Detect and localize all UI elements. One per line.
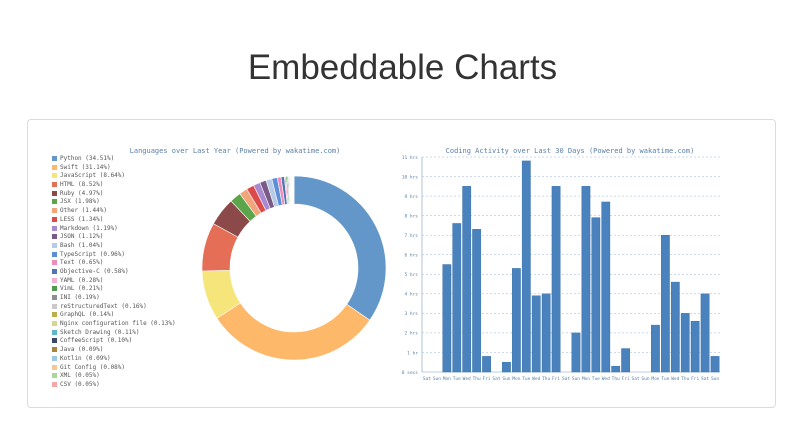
legend-label: Markdown (1.19%) (60, 224, 118, 232)
legend-swatch (52, 260, 57, 266)
legend-item: HTML (8.52%) (52, 181, 176, 190)
legend-swatch (52, 242, 57, 248)
legend-item: Bash (1.04%) (52, 242, 176, 251)
legend-label: HTML (8.52%) (60, 181, 104, 189)
legend-item: CSV (0.05%) (52, 381, 176, 390)
legend-swatch (52, 321, 57, 327)
legend-item: Markdown (1.19%) (52, 225, 176, 234)
languages-chart-title: Languages over Last Year (Powered by wak… (129, 147, 341, 155)
legend-swatch (52, 286, 57, 292)
legend-label: LESS (1.34%) (60, 215, 104, 223)
legend-item: Swift (31.14%) (52, 164, 176, 173)
legend-item: LESS (1.34%) (52, 216, 176, 225)
legend-swatch (52, 355, 57, 361)
legend-item: Java (0.09%) (52, 346, 176, 355)
legend-item: JSX (1.98%) (52, 198, 176, 207)
legend-label: Nginx configuration file (0.13%) (60, 320, 176, 328)
legend-swatch (52, 182, 57, 188)
legend-item: Sketch Drawing (0.11%) (52, 329, 176, 338)
legend-item: Ruby (4.97%) (52, 190, 176, 199)
legend-swatch (52, 225, 57, 231)
legend-label: CSV (0.05%) (60, 380, 100, 388)
legend-swatch (52, 208, 57, 214)
legend-swatch (52, 338, 57, 344)
legend-item: Nginx configuration file (0.13%) (52, 320, 176, 329)
legend-label: GraphQL (0.14%) (60, 311, 115, 319)
legend-label: Python (34.51%) (60, 155, 115, 162)
legend-item: Objective-C (0.58%) (52, 268, 176, 277)
legend-label: Java (0.09%) (60, 346, 104, 354)
activity-chart-title: Coding Activity over Last 30 Days (Power… (445, 147, 695, 155)
legend-swatch (52, 268, 57, 274)
languages-legend: Python (34.51%) Swift (31.14%) JavaScript … (52, 155, 176, 390)
legend-label: Kotlin (0.09%) (60, 354, 111, 362)
legend-swatch (52, 190, 57, 196)
legend-swatch (52, 373, 57, 379)
legend-item: CoffeeScript (0.10%) (52, 337, 176, 346)
legend-item: GraphQL (0.14%) (52, 311, 176, 320)
legend-item: Other (1.44%) (52, 207, 176, 216)
legend-label: CoffeeScript (0.10%) (60, 337, 133, 345)
legend-swatch (52, 216, 57, 222)
legend-swatch (52, 156, 57, 161)
legend-item: Git Config (0.08%) (52, 364, 176, 373)
legend-swatch (52, 347, 57, 353)
legend-swatch (52, 329, 57, 335)
legend-label: Other (1.44%) (60, 207, 107, 215)
legend-label: INI (0.19%) (60, 294, 100, 301)
legend-label: Swift (31.14%) (60, 163, 111, 171)
legend-item: JSON (1.12%) (52, 233, 176, 242)
legend-swatch (52, 312, 57, 318)
legend-label: JSX (1.98%) (60, 198, 100, 206)
legend-swatch (52, 303, 57, 309)
legend-swatch (52, 381, 57, 387)
legend-item: reStructuredText (0.16%) (52, 303, 176, 312)
legend-item: TypeScript (0.96%) (52, 251, 176, 260)
legend-label: reStructuredText (0.16%) (60, 302, 147, 310)
legend-swatch (52, 295, 57, 300)
legend-item: YAML (0.28%) (52, 277, 176, 286)
legend-swatch (52, 164, 57, 170)
legend-label: JavaScript (8.64%) (60, 172, 126, 180)
legend-label: Ruby (4.97%) (60, 189, 104, 197)
legend-label: TypeScript (0.96%) (60, 250, 126, 258)
legend-item: VimL (0.21%) (52, 285, 176, 294)
legend-label: XML (0.05%) (60, 372, 100, 380)
legend-item: Python (34.51%) (52, 155, 176, 164)
legend-label: Git Config (0.08%) (60, 363, 126, 371)
legend-swatch (52, 251, 57, 257)
legend-swatch (52, 199, 57, 205)
legend-label: JSON (1.12%) (60, 233, 104, 241)
legend-label: Objective-C (0.58%) (60, 267, 129, 275)
legend-label: Text (0.65%) (60, 259, 104, 267)
page-title: Embeddable Charts (247, 48, 558, 87)
legend-item: Text (0.65%) (52, 259, 176, 268)
legend-item: INI (0.19%) (52, 294, 176, 303)
legend-swatch (52, 277, 57, 283)
legend-swatch (52, 173, 57, 179)
legend-swatch (52, 234, 57, 240)
legend-label: YAML (0.28%) (60, 276, 104, 284)
legend-item: JavaScript (8.64%) (52, 172, 176, 181)
legend-label: VimL (0.21%) (60, 285, 104, 293)
legend-label: Bash (1.04%) (60, 241, 104, 249)
legend-item: Kotlin (0.09%) (52, 355, 176, 364)
legend-item: XML (0.05%) (52, 372, 176, 381)
legend-label: Sketch Drawing (0.11%) (60, 328, 140, 336)
legend-swatch (52, 364, 57, 370)
